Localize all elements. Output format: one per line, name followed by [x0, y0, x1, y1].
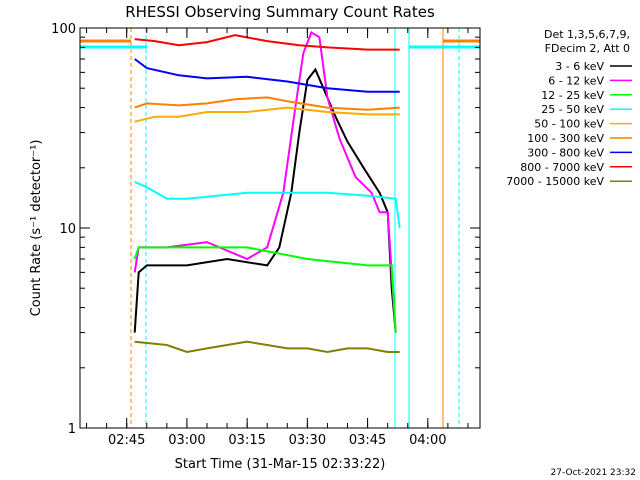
x-tick-label: 03:30 [289, 433, 326, 448]
series-line-800-7000-kev [134, 34, 400, 51]
x-tick-label: 03:15 [228, 433, 265, 448]
legend-label: 3 - 6 keV [555, 60, 604, 73]
legend-label: 25 - 50 keV [541, 103, 604, 116]
legend-label: 300 - 800 keV [527, 146, 604, 159]
attenuator-bands [80, 28, 480, 428]
series-line-3-6-kev [133, 67, 397, 333]
series-line-6-12-kev [133, 31, 397, 333]
x-tick-label: 03:00 [168, 433, 205, 448]
y-axis-label: Count Rate (s⁻¹ detector⁻¹) [29, 140, 44, 317]
plot-frame [79, 27, 481, 429]
legend-label: 6 - 12 keV [548, 74, 604, 87]
series-line-25-50-kev [134, 180, 401, 229]
series-line-300-800-kev [134, 58, 400, 93]
legend-label: 7000 - 15000 keV [506, 175, 604, 188]
legend-label: 800 - 7000 keV [520, 161, 604, 174]
series-line-7000-15000-kev [134, 340, 400, 354]
axes: 02:45 03:00 03:15 03:30 03:45 04:00 1 10 100 [51, 22, 481, 448]
series-line-12-25-kev [133, 246, 397, 333]
series-line-50-100-kev [134, 106, 400, 123]
y-tick-label: 10 [59, 222, 76, 237]
x-tick-label: 03:45 [349, 433, 386, 448]
legend-label: 100 - 300 keV [527, 132, 604, 145]
chart-title: RHESSI Observing Summary Count Rates [125, 3, 435, 21]
y-tick-label: 1 [68, 422, 76, 437]
timestamp: 27-Oct-2021 23:32 [551, 468, 636, 478]
plot-area [133, 31, 401, 354]
series-line-100-300-kev [134, 96, 400, 111]
x-axis-label: Start Time (31-Mar-15 02:33:22) [175, 457, 386, 472]
legend-info-line: Det 1,3,5,6,7,9, [544, 28, 630, 41]
legend: Det 1,3,5,6,7,9,FDecim 2, Att 0 3 - 6 keV… [506, 28, 632, 188]
x-tick-label: 02:45 [108, 433, 145, 448]
y-tick-label: 100 [51, 22, 76, 37]
legend-label: 50 - 100 keV [534, 118, 604, 131]
legend-label: 12 - 25 keV [541, 89, 604, 102]
x-tick-label: 04:00 [409, 433, 446, 448]
legend-info-line: FDecim 2, Att 0 [545, 42, 630, 55]
